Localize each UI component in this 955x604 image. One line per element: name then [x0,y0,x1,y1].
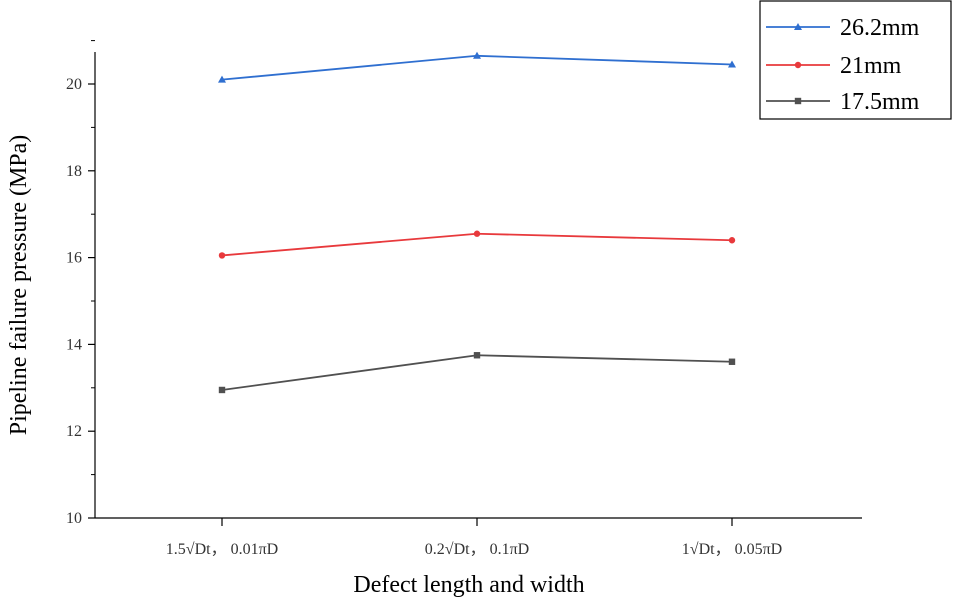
y-tick-label: 20 [66,76,82,93]
series-line [221,54,733,81]
series-line [221,354,733,391]
legend-label: 17.5mm [840,89,920,115]
data-point [473,352,481,359]
data-point [218,252,226,259]
y-axis-title: Pipeline failure pressure (MPa) [6,135,32,436]
legend-box [759,0,952,120]
series-26.2mm [218,51,736,83]
legend-item: 26.2mm [766,15,920,41]
legend-swatch-marker [794,61,802,69]
x-tick-label: 0.2√Dt， 0.1πD [425,541,529,558]
data-point [218,75,226,83]
chart-axes [94,52,862,519]
legend-label: 21mm [840,53,902,79]
series-17.5mm [218,352,736,394]
legend-label: 26.2mm [840,15,920,41]
x-tick-label: 1√Dt， 0.05πD [682,541,782,558]
x-tick-label: 1.5√Dt， 0.01πD [166,541,278,558]
data-point [218,386,226,394]
legend: 26.2mm 21mm 17.5mm [759,0,952,120]
series-layer [218,51,736,394]
legend-swatch-marker [794,23,802,30]
data-point [728,60,736,68]
data-point [473,51,481,59]
legend-swatch-marker [794,97,802,105]
legend-item: 21mm [766,53,902,79]
x-axis-ticks: 1.5√Dt， 0.01πD 0.2√Dt， 0.1πD 1√Dt， 0.05πD [166,518,782,558]
data-point [473,230,481,237]
y-tick-label: 10 [66,510,82,527]
y-tick-label: 14 [66,336,82,353]
y-tick-label: 16 [66,250,82,267]
legend-item: 17.5mm [766,89,920,115]
y-tick-label: 18 [66,163,82,180]
y-tick-label: 12 [66,423,82,440]
series-21mm [218,230,736,259]
y-axis-ticks: 10 12 14 16 18 20 [66,40,95,527]
data-point [728,237,736,244]
data-point [728,358,736,365]
series-line [221,232,733,257]
x-axis-title: Defect length and width [353,572,584,598]
